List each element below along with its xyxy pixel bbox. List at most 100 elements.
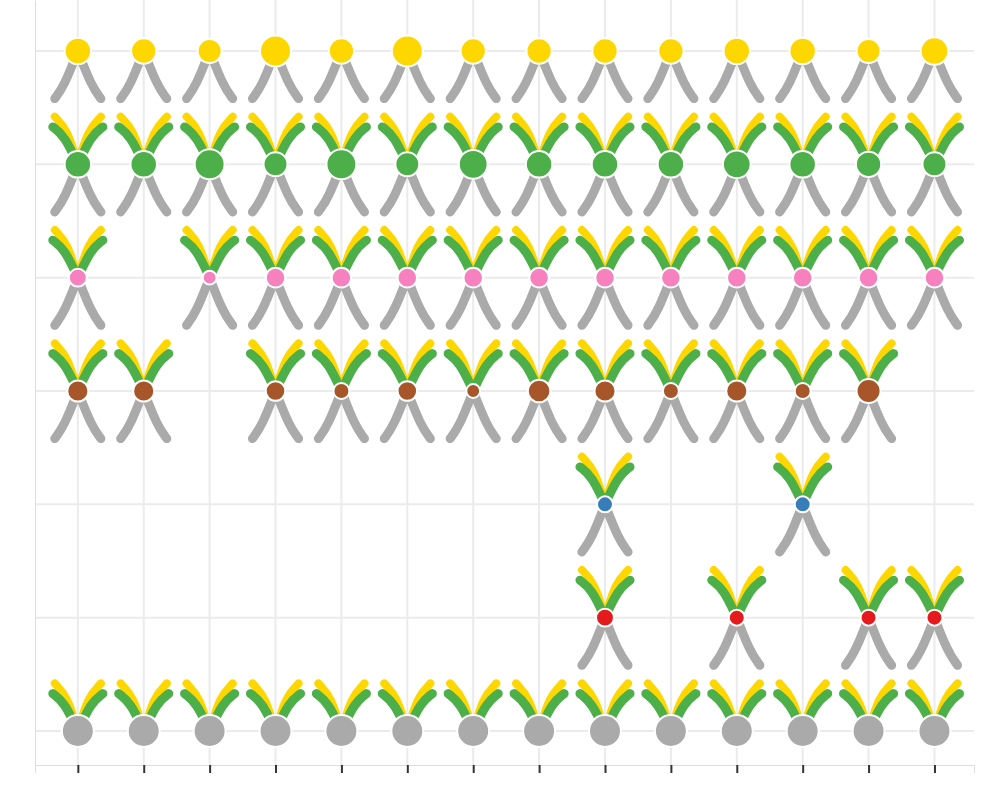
node: [795, 496, 811, 512]
grid-line: [35, 503, 974, 505]
node: [921, 37, 949, 65]
strand: [450, 391, 473, 439]
node: [589, 715, 621, 747]
node: [266, 381, 286, 401]
x-tick-mark: [275, 765, 277, 773]
node: [859, 268, 879, 288]
node: [459, 150, 488, 179]
x-tick-mark: [473, 765, 475, 773]
x-tick: [671, 765, 672, 773]
node: [333, 383, 349, 399]
x-tick-mark: [868, 765, 870, 773]
x-tick-mark: [736, 765, 738, 773]
node: [663, 383, 679, 399]
node: [195, 149, 225, 179]
node: [461, 38, 486, 63]
node: [266, 268, 286, 288]
node: [857, 39, 881, 63]
node: [457, 715, 489, 747]
x-tick: [539, 765, 540, 773]
node: [523, 715, 555, 747]
strand: [210, 278, 233, 326]
x-tick-mark: [802, 765, 804, 773]
node: [65, 38, 92, 65]
grid-line: [35, 50, 974, 52]
node: [325, 715, 357, 747]
nodes: [62, 36, 951, 747]
grid-line: [35, 277, 974, 279]
node: [194, 715, 226, 747]
node: [861, 610, 877, 626]
x-tick: [276, 765, 277, 773]
node: [857, 379, 881, 403]
node: [595, 268, 615, 288]
strand: [473, 391, 496, 439]
x-tick: [78, 765, 79, 773]
node: [198, 39, 222, 63]
node: [926, 610, 942, 626]
x-tick-mark: [539, 765, 541, 773]
node: [398, 381, 418, 401]
x-tick: [210, 765, 211, 773]
node: [526, 38, 551, 63]
node: [655, 715, 687, 747]
node: [727, 268, 747, 288]
node: [658, 151, 685, 178]
node: [463, 268, 483, 288]
x-tick: [605, 765, 606, 773]
x-tick: [737, 765, 738, 773]
grid-line: [933, 0, 935, 765]
node: [65, 151, 92, 178]
chart: [0, 0, 1000, 800]
node: [723, 150, 751, 178]
grid-line: [209, 0, 211, 765]
x-tick-mark: [670, 765, 672, 773]
grid: [35, 0, 974, 765]
x-axis: [36, 765, 975, 773]
node: [918, 715, 950, 747]
node: [528, 380, 551, 403]
node: [133, 380, 154, 401]
x-tick-mark: [934, 765, 936, 773]
node: [853, 715, 885, 747]
node: [592, 38, 617, 63]
x-tick-mark: [407, 765, 409, 773]
node: [203, 271, 217, 285]
x-axis-line: [36, 766, 975, 774]
node: [260, 715, 292, 747]
node: [69, 269, 87, 287]
x-tick: [144, 765, 145, 773]
node: [793, 268, 813, 288]
node: [789, 151, 816, 178]
node: [398, 268, 418, 288]
y-axis-line: [35, 1, 36, 766]
node: [726, 380, 747, 401]
node: [264, 152, 288, 176]
node: [661, 268, 681, 288]
node: [329, 38, 354, 63]
node: [529, 268, 549, 288]
node: [597, 496, 613, 512]
node: [592, 151, 619, 178]
node: [526, 151, 553, 178]
node: [466, 384, 480, 398]
grid-line: [35, 163, 974, 165]
node: [67, 380, 88, 401]
node: [596, 609, 614, 627]
node: [594, 380, 615, 401]
node: [392, 36, 423, 67]
node: [724, 38, 751, 65]
plot-area: [53, 36, 960, 747]
node: [925, 268, 945, 288]
x-tick: [473, 765, 474, 773]
node: [789, 38, 816, 65]
node: [130, 151, 157, 178]
node: [795, 383, 811, 399]
x-tick-mark: [604, 765, 606, 773]
node: [391, 715, 423, 747]
x-tick-mark: [77, 765, 79, 773]
x-tick: [803, 765, 804, 773]
grid-line: [35, 617, 974, 619]
node: [922, 152, 946, 176]
node: [260, 36, 291, 67]
